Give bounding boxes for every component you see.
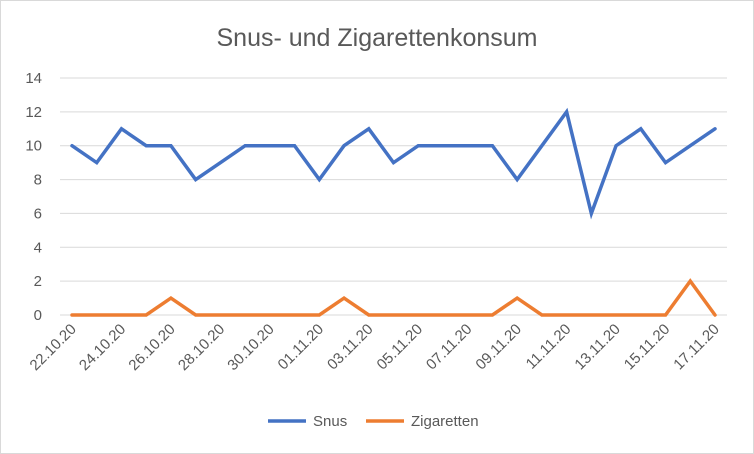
series-line-zigaretten	[70, 278, 717, 317]
y-tick-label: 4	[34, 239, 42, 256]
x-tick-label: 07.11.20	[423, 321, 476, 374]
y-axis-ticks: 0 2 4 6 8 10 12 14	[25, 70, 42, 324]
x-tick-label: 09.11.20	[472, 321, 525, 374]
x-tick-label: 13.11.20	[571, 321, 624, 374]
y-tick-label: 10	[25, 138, 42, 155]
series-lines	[70, 107, 717, 317]
y-tick-label: 0	[34, 307, 42, 324]
x-tick-label: 03.11.20	[324, 321, 377, 374]
x-tick-label: 24.10.20	[76, 321, 129, 374]
y-tick-label: 2	[34, 273, 42, 290]
x-tick-label: 15.11.20	[621, 321, 674, 374]
x-tick-label: 17.11.20	[670, 321, 723, 374]
legend-label-zigaretten: Zigaretten	[411, 413, 479, 430]
y-tick-label: 6	[34, 205, 42, 222]
x-tick-label: 28.10.20	[175, 321, 228, 374]
legend: Snus Zigaretten	[268, 413, 479, 430]
gridlines	[60, 77, 727, 316]
x-tick-label: 01.11.20	[275, 321, 328, 374]
y-tick-label: 14	[25, 70, 42, 87]
series-line-snus	[70, 107, 717, 220]
x-tick-label: 05.11.20	[374, 321, 427, 374]
y-tick-label: 8	[34, 172, 42, 189]
x-tick-label: 26.10.20	[125, 321, 178, 374]
legend-label-snus: Snus	[313, 413, 347, 430]
x-tick-label: 30.10.20	[224, 321, 277, 374]
x-axis-ticks: 22.10.2024.10.2026.10.2028.10.2030.10.20…	[27, 321, 723, 374]
y-tick-label: 12	[25, 104, 42, 121]
x-tick-label: 11.11.20	[523, 321, 575, 373]
x-tick-label: 22.10.20	[27, 321, 80, 374]
chart-title: Snus- und Zigarettenkonsum	[216, 24, 537, 52]
